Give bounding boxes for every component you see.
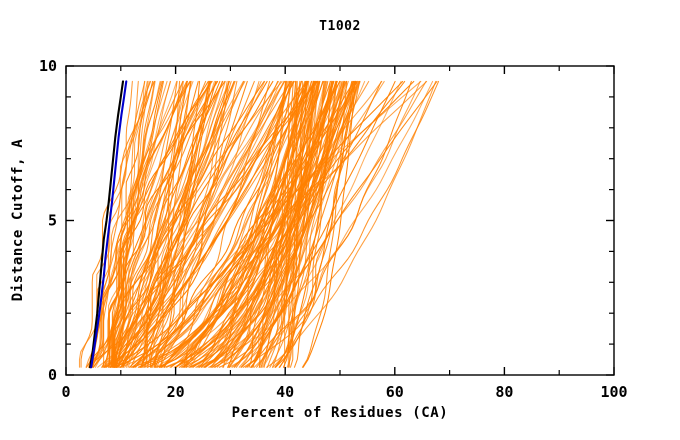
x-tick-label: 80 bbox=[495, 383, 513, 401]
x-tick-label: 100 bbox=[600, 383, 627, 401]
model-curve bbox=[141, 80, 292, 368]
model-curve bbox=[184, 80, 415, 368]
x-tick-label: 40 bbox=[276, 383, 294, 401]
model-curve bbox=[186, 80, 383, 368]
y-axis-tick-labels: 0 5 10 bbox=[39, 57, 57, 384]
model-curves-group bbox=[78, 80, 440, 368]
model-curve bbox=[159, 80, 212, 368]
y-tick-label: 0 bbox=[48, 366, 57, 384]
model-curve bbox=[108, 80, 212, 368]
model-curve bbox=[102, 80, 266, 368]
model-curve bbox=[223, 80, 293, 368]
model-curve bbox=[104, 80, 303, 368]
y-tick-label: 5 bbox=[48, 212, 57, 230]
x-tick-label: 60 bbox=[386, 383, 404, 401]
model-curve bbox=[262, 80, 421, 368]
model-curve bbox=[126, 80, 210, 368]
model-curve bbox=[154, 80, 228, 368]
model-curve bbox=[302, 80, 356, 368]
model-curve bbox=[139, 80, 306, 368]
model-curve bbox=[160, 80, 337, 368]
model-curve bbox=[289, 80, 361, 368]
model-curve bbox=[161, 80, 271, 368]
model-curve bbox=[170, 80, 309, 368]
model-curve bbox=[201, 80, 314, 368]
model-curve bbox=[88, 80, 188, 368]
model-curve bbox=[246, 80, 331, 368]
x-axis-label: Percent of Residues (CA) bbox=[232, 405, 449, 421]
model-curve bbox=[118, 80, 139, 368]
y-axis-label: Distance Cutoff, A bbox=[10, 139, 26, 302]
chart-title: T1002 bbox=[319, 19, 361, 34]
model-curve bbox=[161, 80, 321, 368]
model-curve bbox=[114, 80, 268, 368]
model-curve bbox=[108, 80, 219, 368]
model-curve bbox=[122, 80, 178, 368]
model-curve bbox=[132, 80, 285, 368]
model-curve bbox=[251, 80, 396, 368]
model-curve bbox=[103, 80, 285, 368]
model-curve bbox=[92, 80, 223, 368]
model-curve bbox=[248, 80, 287, 368]
model-curve bbox=[105, 80, 172, 368]
model-curve bbox=[150, 80, 404, 368]
model-curve bbox=[286, 80, 337, 368]
model-curve bbox=[188, 80, 343, 368]
model-curve bbox=[189, 80, 353, 368]
model-curve bbox=[227, 80, 337, 368]
y-tick-label: 10 bbox=[39, 57, 57, 75]
model-curve bbox=[196, 80, 366, 368]
model-curve bbox=[214, 80, 333, 368]
model-curve bbox=[113, 80, 161, 368]
model-curve bbox=[132, 80, 236, 368]
model-curve bbox=[154, 80, 181, 368]
x-tick-label: 0 bbox=[61, 383, 70, 401]
reference-curve-blue bbox=[90, 80, 128, 369]
model-curve bbox=[106, 80, 235, 368]
model-curve bbox=[86, 80, 265, 368]
model-curve bbox=[218, 80, 358, 368]
model-curve bbox=[265, 80, 437, 368]
model-curve bbox=[200, 80, 306, 368]
model-curve bbox=[113, 80, 178, 368]
x-tick-label: 20 bbox=[167, 383, 185, 401]
reference-curve-black bbox=[89, 80, 125, 369]
model-curve bbox=[173, 80, 333, 368]
model-curve bbox=[94, 80, 244, 368]
reference-curves-group bbox=[89, 80, 128, 369]
x-axis-tick-labels: 0 20 40 60 80 100 bbox=[61, 383, 627, 401]
model-curve bbox=[282, 80, 315, 368]
model-curve bbox=[269, 80, 319, 368]
x-axis-ticks bbox=[65, 66, 615, 375]
model-curve bbox=[241, 80, 328, 368]
model-curve bbox=[141, 80, 230, 368]
model-curve bbox=[156, 80, 315, 368]
model-curve bbox=[109, 80, 221, 368]
model-curve bbox=[271, 80, 298, 368]
model-curve bbox=[211, 80, 356, 368]
model-curve bbox=[163, 80, 315, 368]
model-curve bbox=[227, 80, 354, 368]
model-curve bbox=[116, 80, 199, 368]
model-curve bbox=[146, 80, 347, 368]
y-axis-ticks bbox=[66, 65, 614, 376]
model-curve bbox=[159, 80, 230, 368]
model-curve bbox=[143, 80, 223, 368]
